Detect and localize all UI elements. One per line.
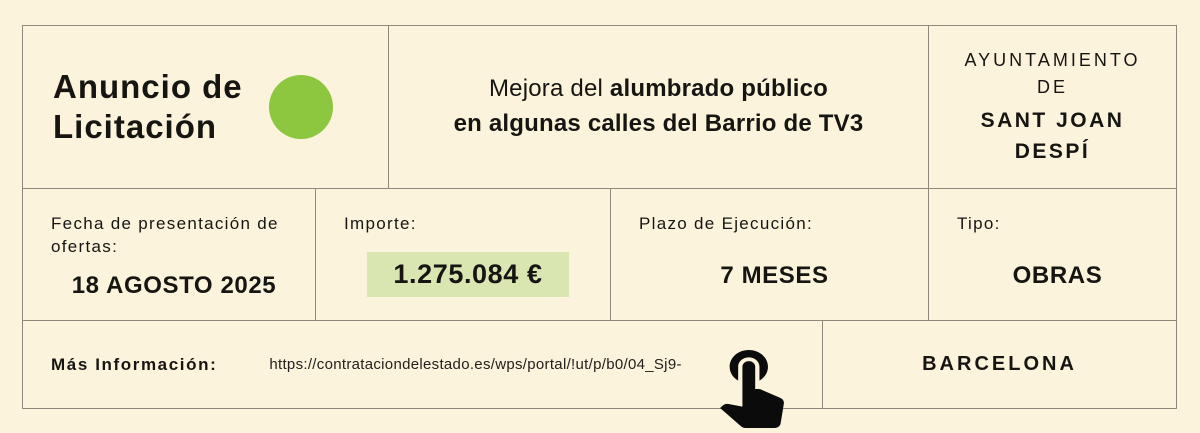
organization-name: SANT JOAN DESPÍ bbox=[980, 108, 1125, 164]
importe-value: 1.275.084 € bbox=[367, 251, 569, 297]
page-title-line1: Anuncio de bbox=[53, 67, 243, 105]
announcement-title-cell: Anuncio de Licitación bbox=[23, 26, 389, 188]
fecha-value: 18 AGOSTO 2025 bbox=[71, 271, 277, 299]
more-info-label: Más Información: bbox=[51, 354, 218, 374]
project-line1: Mejora del alumbrado público bbox=[489, 72, 828, 107]
importe-cell: Importe: 1.275.084 € bbox=[316, 189, 611, 320]
more-info-cell: Más Información: https://contrataciondel… bbox=[23, 321, 823, 408]
plazo-cell: Plazo de Ejecución: 7 MESES bbox=[611, 189, 929, 320]
province-label: BARCELONA bbox=[922, 353, 1077, 375]
header-row: Anuncio de Licitación Mejora del alumbra… bbox=[23, 26, 1176, 189]
tipo-value: OBRAS bbox=[1012, 261, 1103, 289]
tipo-cell: Tipo: OBRAS bbox=[929, 189, 1176, 320]
project-description-cell: Mejora del alumbrado público en algunas … bbox=[389, 26, 929, 188]
plazo-value: 7 MESES bbox=[720, 261, 829, 289]
project-line1-bold: alumbrado público bbox=[609, 75, 828, 103]
project-line1-regular: Mejora del bbox=[488, 75, 610, 103]
licitacion-card: Anuncio de Licitación Mejora del alumbra… bbox=[22, 25, 1177, 428]
touch-tap-icon[interactable] bbox=[719, 350, 785, 428]
province-cell: BARCELONA bbox=[823, 321, 1176, 408]
importe-highlight: 1.275.084 € bbox=[344, 251, 592, 297]
fecha-cell: Fecha de presentación de ofertas: 18 AGO… bbox=[23, 189, 316, 320]
project-line2: en algunas calles del Barrio de TV3 bbox=[453, 110, 864, 137]
organization-cell: AYUNTAMIENTO DE SANT JOAN DESPÍ bbox=[929, 26, 1176, 188]
page-title: Anuncio de Licitación bbox=[53, 67, 243, 148]
tipo-label: Tipo: bbox=[957, 214, 1001, 233]
page-title-line2: Licitación bbox=[53, 108, 218, 145]
importe-label: Importe: bbox=[344, 214, 417, 233]
plazo-label: Plazo de Ejecución: bbox=[639, 214, 814, 233]
fecha-label: Fecha de presentación de ofertas: bbox=[51, 214, 279, 256]
details-row: Fecha de presentación de ofertas: 18 AGO… bbox=[23, 189, 1176, 321]
green-dot-icon bbox=[268, 75, 333, 139]
more-info-url[interactable]: https://contrataciondelestado.es/wps/por… bbox=[269, 356, 682, 373]
footer-row: Más Información: https://contrataciondel… bbox=[23, 321, 1176, 408]
organization-type: AYUNTAMIENTO DE bbox=[964, 49, 1141, 97]
